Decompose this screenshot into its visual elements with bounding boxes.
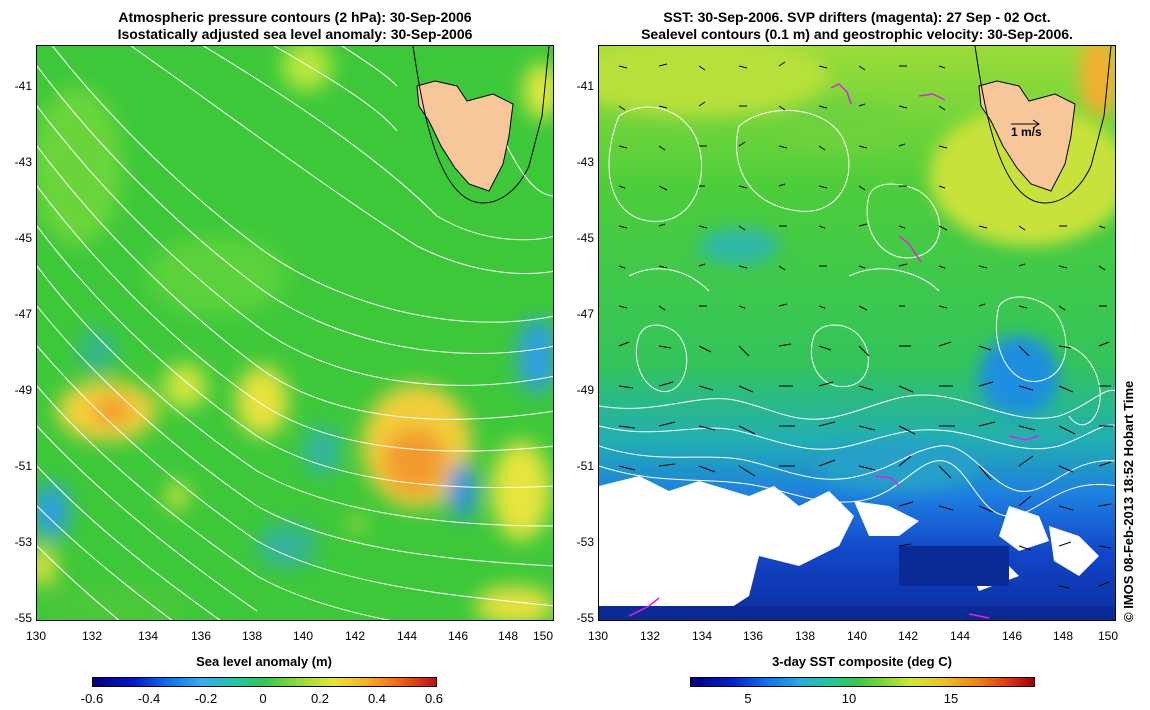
lon-tick: 138 (794, 629, 816, 643)
sst-colorbar-label: 3-day SST composite (deg C) (772, 654, 952, 669)
lon-tick: 142 (897, 629, 919, 643)
sst-field (599, 46, 1115, 491)
lon-tick: 146 (447, 629, 469, 643)
lon-tick: 144 (949, 629, 971, 643)
sla-colorbar-tick: 0.2 (310, 691, 330, 706)
lon-tick: 134 (691, 629, 713, 643)
sst-map-graphic (599, 46, 1115, 620)
lat-tick: -43 (576, 155, 594, 169)
lon-tick: 142 (344, 629, 366, 643)
sla-anomaly-field (37, 46, 553, 620)
sst-colorbar (690, 677, 1035, 687)
sla-map-graphic (37, 46, 553, 620)
lat-tick: -55 (14, 611, 32, 625)
right-title-line2: Sealevel contours (0.1 m) and geostrophi… (641, 26, 1073, 42)
sla-colorbar-tick: 0 (259, 691, 267, 706)
sst-colorbar-tick: 10 (841, 691, 857, 706)
lat-tick: -47 (576, 307, 594, 321)
lon-tick: 150 (1097, 629, 1119, 643)
lon-tick: 132 (81, 629, 103, 643)
lat-tick: -45 (576, 231, 594, 245)
left-map-title: Atmospheric pressure contours (2 hPa): 3… (36, 9, 554, 43)
lat-tick: -41 (576, 79, 594, 93)
sla-colorbar-tick: 0.6 (424, 691, 444, 706)
tasmania-land (412, 46, 550, 204)
lat-tick: -51 (14, 459, 32, 473)
lon-tick: 132 (639, 629, 661, 643)
sea-level-anomaly-map[interactable] (36, 45, 554, 621)
imos-credit: © IMOS 08-Feb-2013 18:52 Hobart Time (1121, 380, 1136, 622)
lat-tick: -45 (14, 231, 32, 245)
lat-tick: -53 (14, 535, 32, 549)
sla-colorbar-label: Sea level anomaly (m) (196, 654, 332, 669)
left-title-line1: Atmospheric pressure contours (2 hPa): 3… (118, 9, 472, 25)
lat-tick: -49 (576, 383, 594, 397)
pressure-contours (37, 46, 553, 620)
lon-tick: 144 (396, 629, 418, 643)
lat-tick: -43 (14, 155, 32, 169)
lon-tick: 136 (190, 629, 212, 643)
sla-colorbar-tick: 0.4 (367, 691, 387, 706)
lat-tick: -41 (14, 79, 32, 93)
sla-colorbar-tick: -0.2 (194, 691, 218, 706)
lat-tick: -47 (14, 307, 32, 321)
lat-tick: -53 (576, 535, 594, 549)
sst-colorbar-tick: 15 (943, 691, 959, 706)
lon-tick: 134 (137, 629, 159, 643)
right-title-line1: SST: 30-Sep-2006. SVP drifters (magenta)… (663, 9, 1051, 25)
svp-drifter-tracks (628, 83, 1040, 619)
deep-cold-patch (599, 546, 1115, 620)
geostrophic-velocity-arrows (618, 61, 1113, 589)
lon-tick: 148 (1052, 629, 1074, 643)
lon-tick: 136 (742, 629, 764, 643)
lon-tick: 140 (846, 629, 868, 643)
sst-colorbar-tick: 5 (744, 691, 752, 706)
velocity-scale (1011, 119, 1040, 129)
lon-tick: 138 (241, 629, 263, 643)
tasmania-land (974, 46, 1112, 204)
lon-tick: 148 (497, 629, 519, 643)
lat-tick: -55 (576, 611, 594, 625)
lon-tick: 140 (292, 629, 314, 643)
sla-colorbar (92, 677, 437, 687)
sst-map[interactable]: 1 m/s (598, 45, 1116, 621)
lon-tick: 130 (25, 629, 47, 643)
lon-tick: 146 (1001, 629, 1023, 643)
lon-tick: 130 (587, 629, 609, 643)
right-map-title: SST: 30-Sep-2006. SVP drifters (magenta)… (598, 9, 1116, 43)
sla-colorbar-tick: -0.4 (137, 691, 161, 706)
left-title-line2: Isostatically adjusted sea level anomaly… (117, 26, 473, 42)
sla-colorbar-tick: -0.6 (80, 691, 104, 706)
lat-tick: -51 (576, 459, 594, 473)
lat-tick: -49 (14, 383, 32, 397)
lon-tick: 150 (532, 629, 554, 643)
velocity-scale-label: 1 m/s (1011, 125, 1042, 139)
